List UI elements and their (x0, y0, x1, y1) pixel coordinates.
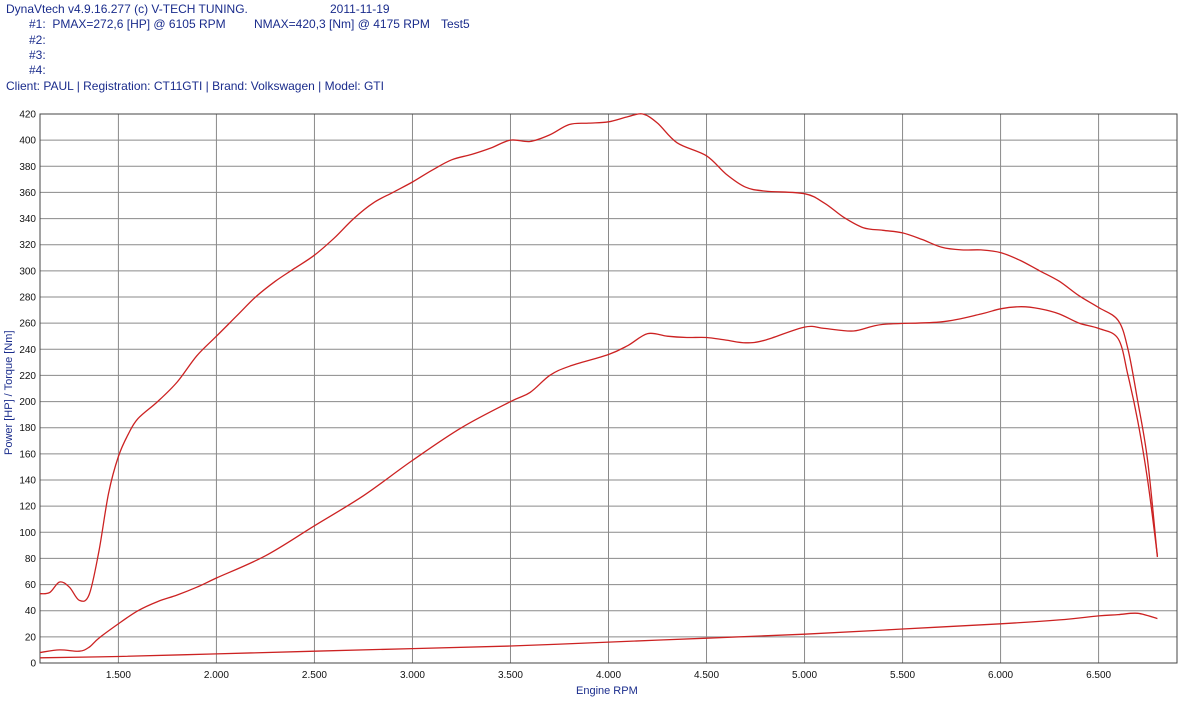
y-tick-label: 420 (19, 110, 36, 121)
chart-series (39, 113, 1159, 659)
x-tick-label: 2.000 (204, 670, 229, 681)
app-title: DynaVtech v4.9.16.277 (c) V-TECH TUNING. (6, 2, 248, 16)
y-tick-label: 340 (19, 214, 36, 225)
run3-label: #3: (29, 48, 46, 62)
report-header: DynaVtech v4.9.16.277 (c) V-TECH TUNING.… (0, 0, 1200, 100)
y-tick-label: 200 (19, 397, 36, 408)
y-tick-labels: 0 20 40 60 80 100 120 140 160 180 200 220 240 260 280 3… (19, 110, 36, 670)
y-tick-label: 60 (25, 580, 37, 591)
run4-label: #4: (29, 63, 46, 77)
torque-curve (39, 113, 1159, 602)
x-tick-label: 1.500 (106, 670, 131, 681)
power-curve (39, 306, 1159, 654)
x-tick-label: 6.000 (988, 670, 1013, 681)
run1-torque-max: NMAX=420,3 [Nm] @ 4175 RPM (254, 17, 430, 31)
y-tick-label: 300 (19, 266, 36, 277)
x-tick-label: 3.000 (400, 670, 425, 681)
y-tick-label: 160 (19, 449, 36, 460)
y-tick-label: 240 (19, 345, 36, 356)
report-date: 2011-11-19 (330, 2, 390, 16)
x-tick-label: 6.500 (1086, 670, 1111, 681)
y-tick-label: 220 (19, 371, 36, 382)
x-tick-label: 4.500 (694, 670, 719, 681)
y-axis-label: Power [HP] / Torque [Nm] (3, 330, 15, 455)
x-tick-labels: 1.500 2.000 2.500 3.000 3.500 4.000 4.500 5.000… (106, 670, 1112, 681)
x-axis-label: Engine RPM (576, 685, 638, 697)
y-tick-label: 380 (19, 162, 36, 173)
y-tick-label: 80 (25, 554, 37, 565)
run1-name: Test5 (441, 17, 470, 31)
client-info: Client: PAUL | Registration: CT11GTI | B… (6, 79, 384, 93)
run2-label: #2: (29, 33, 46, 47)
y-tick-label: 40 (25, 606, 37, 617)
plot-frame (39, 113, 1178, 664)
loss-curve (39, 612, 1158, 659)
y-tick-label: 180 (19, 423, 36, 434)
chart-grid (40, 114, 1177, 663)
x-tick-label: 3.500 (498, 670, 523, 681)
x-tick-label: 4.000 (596, 670, 621, 681)
run1-power-max: #1: PMAX=272,6 [HP] @ 6105 RPM (29, 17, 226, 31)
y-tick-label: 140 (19, 476, 36, 487)
y-tick-label: 120 (19, 502, 36, 513)
y-tick-label: 20 (25, 632, 37, 643)
y-tick-label: 280 (19, 293, 36, 304)
y-tick-label: 400 (19, 136, 36, 147)
x-tick-label: 5.000 (792, 670, 817, 681)
y-tick-label: 0 (30, 659, 36, 670)
y-tick-label: 100 (19, 528, 36, 539)
y-tick-label: 260 (19, 319, 36, 330)
x-tick-label: 2.500 (302, 670, 327, 681)
y-tick-label: 360 (19, 188, 36, 199)
x-tick-label: 5.500 (890, 670, 915, 681)
y-tick-label: 320 (19, 240, 36, 251)
